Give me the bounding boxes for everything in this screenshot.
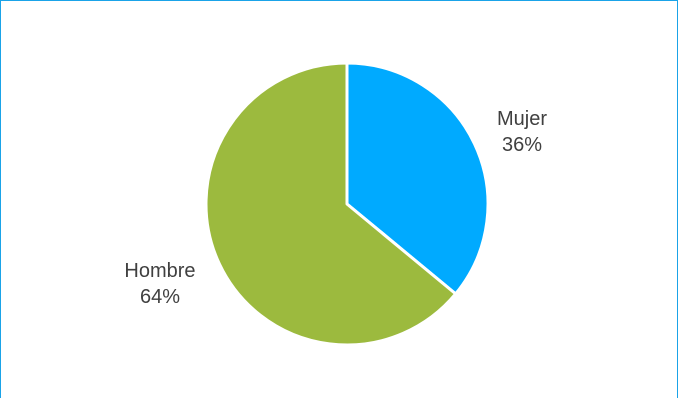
slice-value-hombre: 64% xyxy=(140,286,180,308)
slice-label-mujer: Mujer xyxy=(497,108,547,130)
slice-label-group-mujer: Mujer 36% xyxy=(497,108,547,156)
pie-slices xyxy=(204,61,490,347)
slice-value-mujer: 36% xyxy=(502,134,542,156)
pie-slice-mujer xyxy=(345,61,490,296)
slice-label-group-hombre: Hombre 64% xyxy=(124,260,195,308)
slice-label-hombre: Hombre xyxy=(124,260,195,282)
pie-slice-hombre xyxy=(204,61,458,347)
